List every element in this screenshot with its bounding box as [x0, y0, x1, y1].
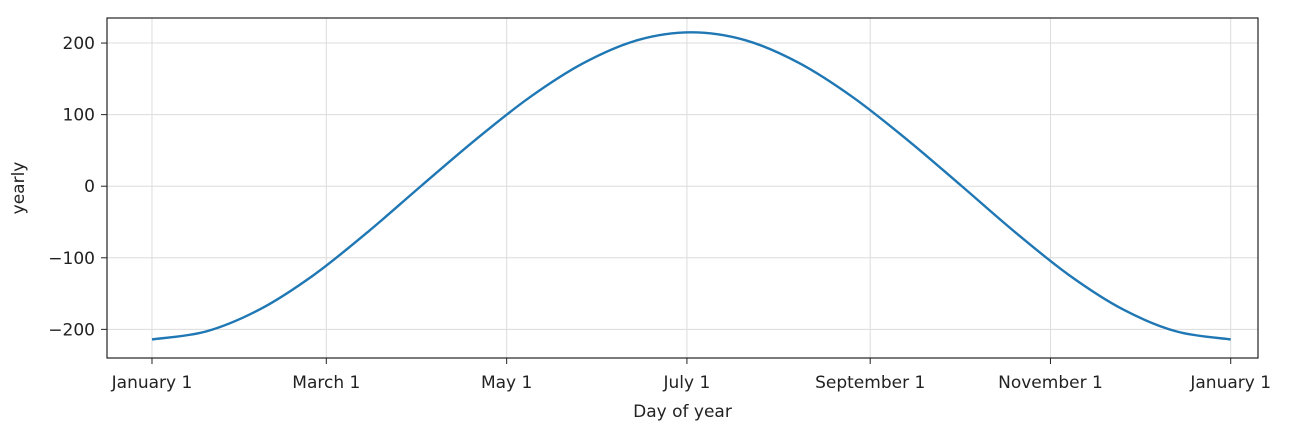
x-tick-label: May 1 [481, 373, 532, 393]
axis-ticks: 200 100 0 −100 −200 January 1 March 1 May 1 July… [48, 34, 1271, 393]
y-tick-label: −200 [48, 320, 95, 340]
x-tick-label: November 1 [998, 373, 1103, 393]
x-axis-label: Day of year [633, 402, 732, 422]
x-tick-label: July 1 [663, 373, 711, 393]
x-tick-label: September 1 [815, 373, 925, 393]
yearly-series-line [151, 31, 1231, 341]
y-tick-label: −100 [48, 249, 95, 269]
x-tick-label: January 1 [1189, 373, 1271, 393]
series-layer [151, 31, 1231, 341]
y-tick-label: 100 [63, 106, 95, 126]
plot-frame [106, 17, 1259, 359]
y-tick-label: 0 [84, 177, 95, 197]
grid-lines [107, 18, 1258, 358]
y-axis-label: yearly [9, 162, 29, 215]
x-tick-label: March 1 [292, 373, 360, 393]
y-tick-label: 200 [63, 34, 95, 54]
x-tick-label: January 1 [111, 373, 193, 393]
